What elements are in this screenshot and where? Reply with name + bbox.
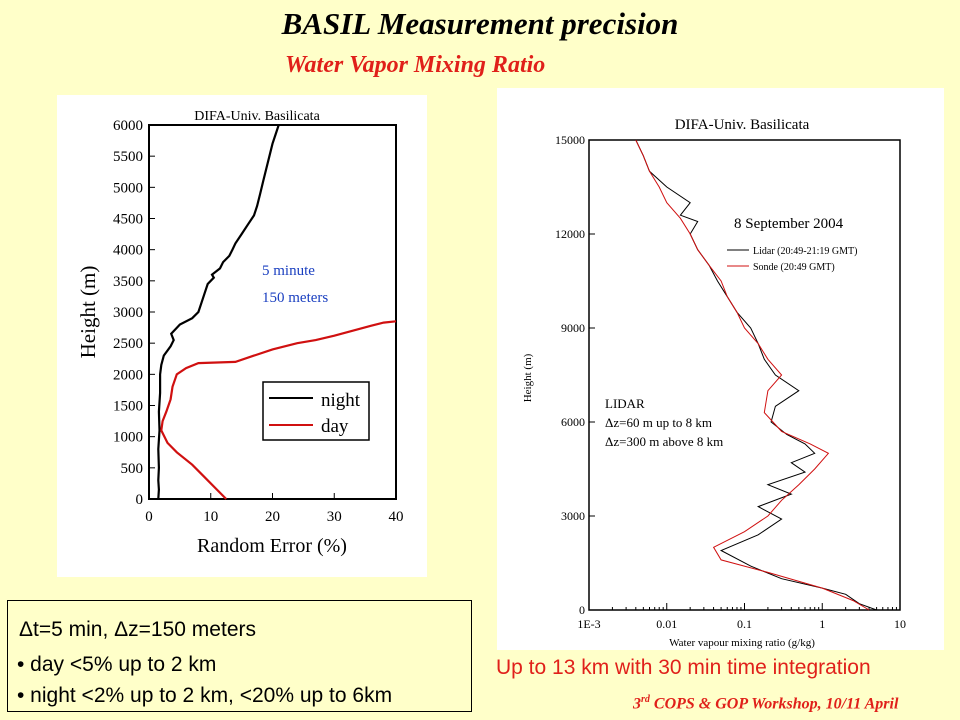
x-axis-label: Water vapour mixing ratio (g/kg)	[669, 637, 815, 649]
random-error-chart: DIFA-Univ. Basilicata 0 500 1000 1500 2000 25…	[76, 109, 404, 557]
page-title: BASIL Measurement precision	[281, 6, 679, 41]
y-axis-label: Height (m)	[522, 353, 534, 402]
precision-summary-box: Δt=5 min, Δz=150 meters • day <5% up to …	[7, 600, 472, 712]
legend-night-label: night	[321, 390, 361, 411]
series-line-lidar	[635, 139, 877, 611]
series-line-day	[160, 320, 397, 500]
plot-frame	[588, 139, 901, 611]
summary-line-resolution: Δt=5 min, Δz=150 meters	[19, 618, 256, 641]
x-tick-label: 1	[819, 617, 825, 631]
x-tick-label: 1E-3	[577, 617, 600, 631]
x-tick-label: 10	[894, 617, 906, 631]
series-line-sonde	[635, 139, 870, 611]
y-tick-label: 9000	[561, 321, 585, 335]
lidar-note-resolution-high: Δz=300 m above 8 km	[605, 434, 723, 449]
y-tick-label: 6000	[561, 415, 585, 429]
y-tick-label: 3000	[113, 305, 143, 321]
y-tick-label: 500	[121, 461, 144, 477]
lidar-note-title: LIDAR	[605, 396, 645, 411]
legend-lidar-label: Lidar (20:49-21:19 GMT)	[753, 246, 857, 257]
y-tick-label: 2000	[113, 367, 143, 383]
annotation-line-2: 150 meters	[262, 290, 328, 306]
x-tick-label: 10	[203, 509, 218, 525]
integration-caption: Up to 13 km with 30 min time integration	[496, 656, 871, 679]
annotation-line-1: 5 minute	[262, 263, 315, 279]
page-subtitle: Water Vapor Mixing Ratio	[285, 52, 546, 78]
x-axis-label: Random Error (%)	[197, 535, 347, 557]
x-tick-label: 0	[145, 509, 153, 525]
y-tick-label: 1500	[113, 399, 143, 415]
y-tick-label: 4500	[113, 212, 143, 228]
y-tick-label: 1000	[113, 430, 143, 446]
y-tick-label: 3500	[113, 274, 143, 290]
x-tick-label: 20	[265, 509, 280, 525]
summary-line-night: • night <2% up to 2 km, <20% up to 6km	[17, 684, 393, 707]
chart-date: 8 September 2004	[734, 216, 844, 232]
y-tick-label: 2500	[113, 336, 143, 352]
mixing-ratio-chart: DIFA-Univ. Basilicata 0 3000 6000 9000 12000…	[522, 117, 906, 649]
legend-day-label: day	[321, 416, 349, 437]
random-error-chart-panel: DIFA-Univ. Basilicata 0 500 1000 1500 2000 25…	[57, 95, 427, 577]
y-tick-label: 3000	[561, 509, 585, 523]
y-tick-label: 12000	[555, 227, 585, 241]
y-tick-label: 0	[136, 492, 144, 508]
legend-box	[262, 381, 370, 441]
workshop-footer: 3rd COPS & GOP Workshop, 10/11 April	[633, 694, 899, 713]
y-tick-label: 6000	[113, 118, 143, 134]
x-tick-label: 40	[389, 509, 404, 525]
y-axis-label: Height (m)	[76, 266, 100, 359]
x-tick-label: 30	[327, 509, 342, 525]
y-tick-label: 15000	[555, 133, 585, 147]
x-tick-label: 0.1	[737, 617, 752, 631]
summary-line-day: • day <5% up to 2 km	[17, 653, 217, 676]
y-tick-label: 4000	[113, 243, 143, 259]
legend-sonde-label: Sonde (20:49 GMT)	[753, 262, 835, 273]
y-tick-label: 5500	[113, 149, 143, 165]
mixing-ratio-chart-panel: DIFA-Univ. Basilicata 0 3000 6000 9000 12000…	[497, 88, 944, 650]
chart-header: DIFA-Univ. Basilicata	[194, 109, 320, 124]
lidar-note-resolution-low: Δz=60 m up to 8 km	[605, 415, 712, 430]
y-tick-label: 0	[579, 603, 585, 617]
y-tick-label: 5000	[113, 180, 143, 196]
plot-frame	[148, 124, 397, 500]
series-line-night	[157, 124, 280, 500]
x-tick-label: 0.01	[656, 617, 677, 631]
chart-header: DIFA-Univ. Basilicata	[675, 117, 810, 133]
